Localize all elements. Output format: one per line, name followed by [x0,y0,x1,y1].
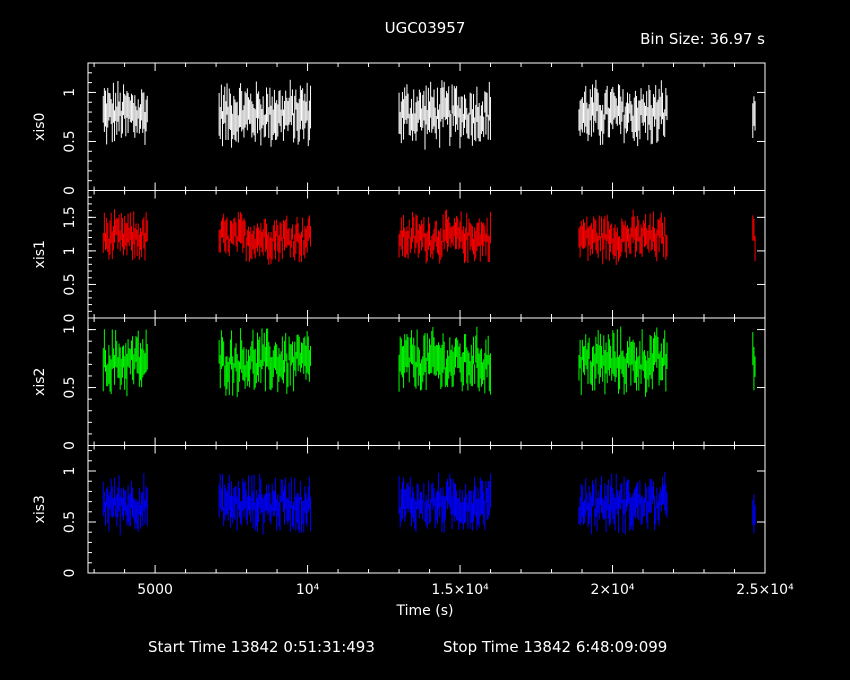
y-axis-label-xis1: xis1 [32,240,48,268]
series-xis0 [102,79,756,150]
y-axis-label-xis2: xis2 [32,368,48,396]
x-axis-label: Time (s) [396,603,454,619]
stop-time-label: Stop Time 13842 6:48:09:099 [443,638,667,656]
y-tick-label-xis3: 0 [62,569,78,578]
series-xis2 [102,326,756,398]
y-tick-label-xis1: 1 [62,246,78,255]
panel-xis3: 0 0.5 1 xis3 [32,445,766,578]
x-tick-label: 2×10⁴ [590,582,634,598]
y-tick-label-xis3: 0.5 [62,511,78,533]
y-tick-label-xis0: 0.5 [62,130,78,152]
panels: 0 0.5 1 xis0 0 0.5 1 1.5 xis1 0 0.5 1 xis2 0 0.5 1 xis3 [32,62,766,578]
panel-frame-xis3 [87,445,766,574]
y-tick-label-xis1: 0 [62,314,78,323]
y-tick-label-xis1: 0.5 [62,273,78,295]
panel-xis2: 0 0.5 1 xis2 [32,317,766,450]
y-tick-label-xis1: 1.5 [62,206,78,228]
y-axis-label-xis0: xis0 [32,113,48,141]
y-tick-label-xis3: 1 [62,467,78,476]
y-tick-label-xis2: 1 [62,325,78,334]
y-tick-label-xis2: 0.5 [62,376,78,398]
series-xis3 [102,472,756,536]
x-tick-label: 10⁴ [296,582,320,598]
x-tick-label: 5000 [137,582,173,598]
chart-title: UGC03957 [385,19,466,37]
x-tick-label: 1.5×10⁴ [431,582,489,598]
x-tick-label: 2.5×10⁴ [736,582,794,598]
panel-xis0: 0 0.5 1 xis0 [32,62,766,195]
y-tick-label-xis2: 0 [62,441,78,450]
bin-size-label: Bin Size: 36.97 s [640,30,765,48]
y-tick-label-xis0: 1 [62,88,78,97]
y-axis-label-xis3: xis3 [32,495,48,523]
panel-xis1: 0 0.5 1 1.5 xis1 [32,190,766,323]
y-tick-label-xis0: 0 [62,186,78,195]
start-time-label: Start Time 13842 0:51:31:493 [148,638,375,656]
series-xis1 [102,209,756,265]
x-axis-ticks: 5000 10⁴ 1.5×10⁴ 2×10⁴ 2.5×10⁴ [137,582,794,598]
